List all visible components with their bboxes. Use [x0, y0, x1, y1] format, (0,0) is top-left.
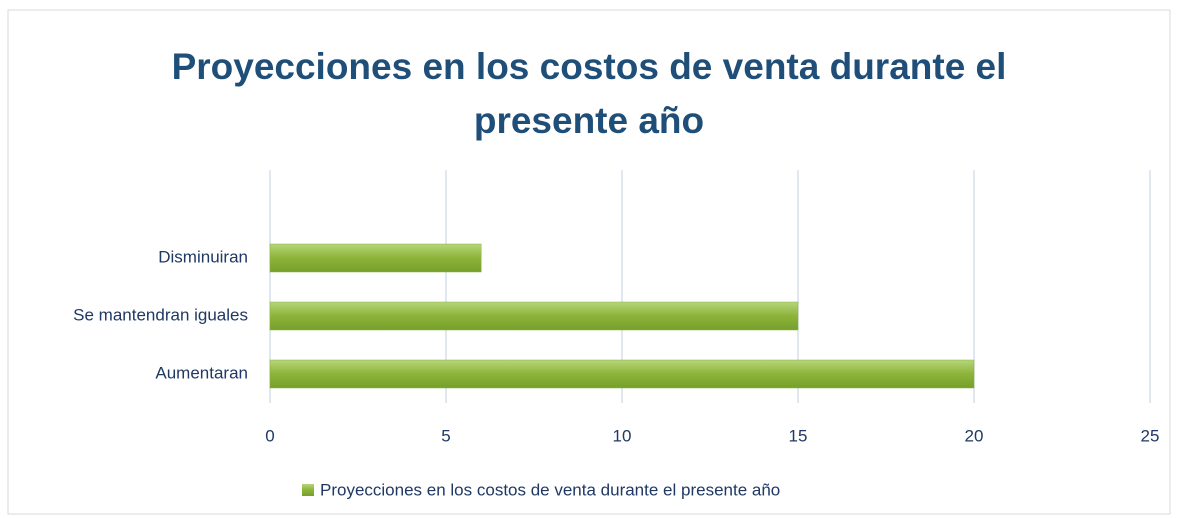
bar	[269, 301, 799, 331]
x-tick-label: 0	[265, 426, 274, 445]
x-tick-label: 10	[613, 426, 632, 445]
y-tick-label: Disminuiran	[158, 247, 248, 266]
chart-title: Proyecciones en los costos de venta dura…	[171, 46, 1007, 141]
x-tick-label: 5	[441, 426, 450, 445]
y-tick-label: Aumentaran	[155, 363, 248, 382]
bar	[269, 243, 482, 273]
chart-border	[7, 9, 1171, 515]
y-tick-label: Se mantendran iguales	[73, 305, 248, 324]
bar	[269, 359, 975, 389]
legend-swatch	[302, 484, 314, 496]
x-tick-label: 15	[789, 426, 808, 445]
legend-label: Proyecciones en los costos de venta dura…	[320, 480, 780, 499]
x-tick-label: 25	[1141, 426, 1160, 445]
x-tick-label: 20	[965, 426, 984, 445]
